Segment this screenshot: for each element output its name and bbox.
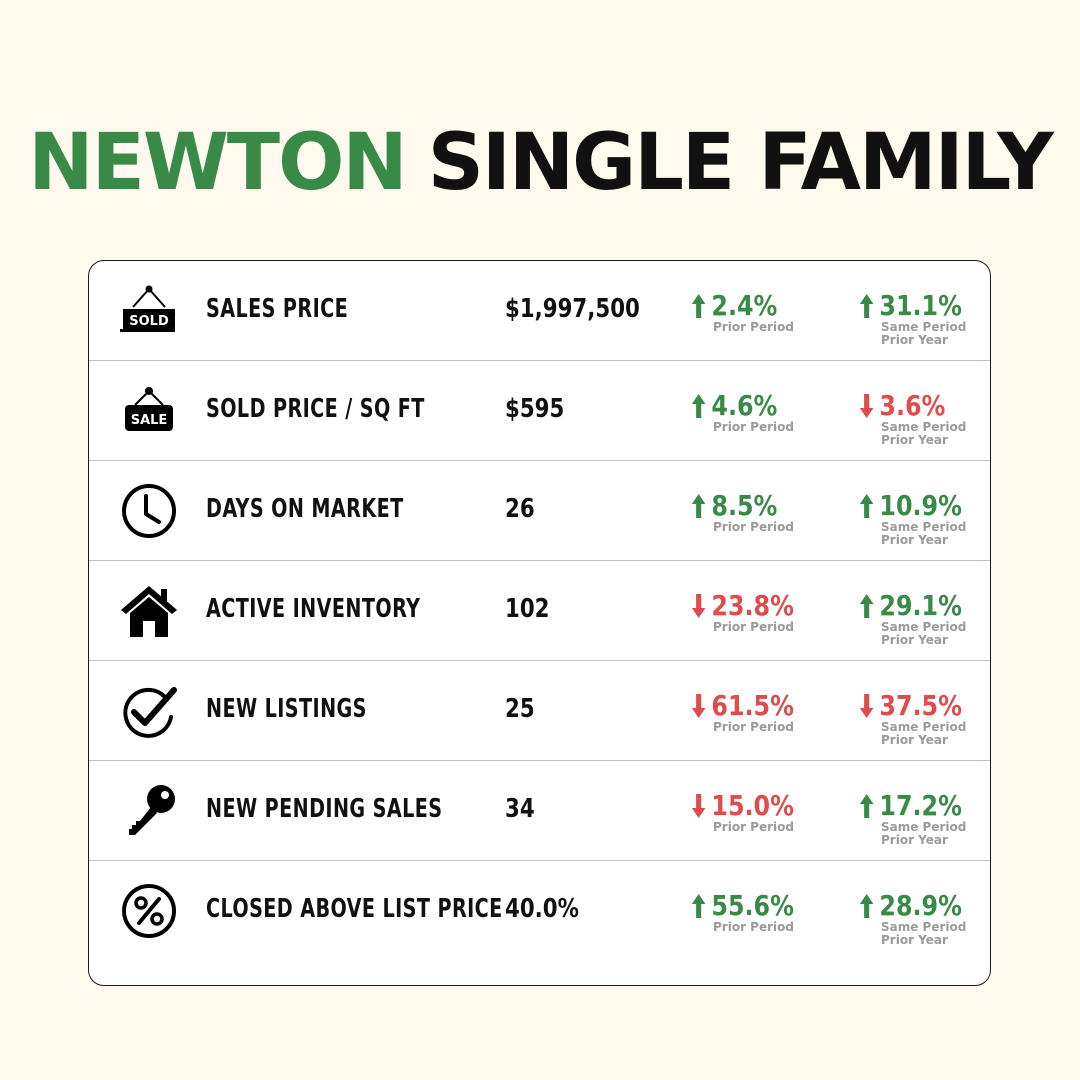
compare-label: Prior Period	[713, 320, 794, 334]
compare-label-line2: Prior Year	[881, 533, 948, 547]
arrow-down-icon	[691, 594, 706, 618]
compare-label: Prior Period	[713, 520, 794, 534]
key-icon	[119, 783, 179, 839]
change-prior-period: 23.8% Prior Period	[691, 591, 812, 634]
change-value: 15.0%	[711, 789, 794, 822]
change-prior-period: 2.4% Prior Period	[691, 291, 794, 334]
change-value: 2.4%	[711, 289, 778, 322]
metric-row-new-listings: NEW LISTINGS 25 61.5% Prior Period 37.5%…	[89, 661, 990, 761]
compare-label-line1: Same Period	[881, 920, 967, 934]
change-value: 23.8%	[711, 589, 794, 622]
arrow-up-icon	[691, 894, 706, 918]
metric-label: NEW LISTINGS	[206, 694, 367, 724]
change-prior-year: 31.1% Same Period Prior Year	[859, 291, 980, 347]
change-prior-year: 37.5% Same Period Prior Year	[859, 691, 980, 747]
arrow-up-icon	[691, 494, 706, 518]
compare-label-line2: Prior Year	[881, 333, 948, 347]
metric-label: SALES PRICE	[206, 294, 349, 324]
property-type: SINGLE FAMILY	[427, 118, 1054, 208]
arrow-down-icon	[859, 694, 874, 718]
compare-label: Prior Period	[713, 820, 794, 834]
clock-icon	[119, 483, 179, 539]
metrics-table: SOLD SALES PRICE $1,997,500 2.4% Prior P…	[88, 260, 991, 986]
arrow-up-icon	[691, 394, 706, 418]
city-name: NEWTON	[28, 118, 407, 208]
change-prior-period: 8.5% Prior Period	[691, 491, 794, 534]
svg-text:SALE: SALE	[131, 413, 168, 428]
change-value: 10.9%	[879, 489, 962, 522]
arrow-up-icon	[859, 894, 874, 918]
metric-value: 26	[505, 494, 535, 524]
compare-label: Prior Period	[713, 620, 794, 634]
metric-label: ACTIVE INVENTORY	[206, 594, 421, 624]
change-value: 28.9%	[879, 889, 962, 922]
compare-label-line2: Prior Year	[881, 933, 948, 947]
compare-label-line1: Same Period	[881, 520, 967, 534]
metric-value: 34	[505, 794, 535, 824]
arrow-down-icon	[691, 794, 706, 818]
arrow-up-icon	[859, 794, 874, 818]
metric-value: 102	[505, 594, 550, 624]
percent-circle-icon	[119, 883, 179, 939]
arrow-down-icon	[691, 694, 706, 718]
compare-label: Prior Period	[713, 720, 794, 734]
metric-label: SOLD PRICE / SQ FT	[206, 394, 425, 424]
checkmark-circle-icon	[119, 683, 179, 739]
change-prior-year: 3.6% Same Period Prior Year	[859, 391, 966, 447]
metric-value: $595	[505, 394, 565, 424]
change-value: 37.5%	[879, 689, 962, 722]
compare-label: Prior Period	[713, 920, 794, 934]
sold-sign-icon: SOLD	[119, 283, 179, 339]
metric-value: 25	[505, 694, 535, 724]
change-prior-period: 61.5% Prior Period	[691, 691, 812, 734]
change-prior-year: 10.9% Same Period Prior Year	[859, 491, 980, 547]
change-prior-year: 28.9% Same Period Prior Year	[859, 891, 980, 947]
change-value: 8.5%	[711, 489, 778, 522]
compare-label-line1: Same Period	[881, 420, 967, 434]
change-value: 29.1%	[879, 589, 962, 622]
change-prior-year: 17.2% Same Period Prior Year	[859, 791, 980, 847]
compare-label-line1: Same Period	[881, 720, 967, 734]
change-value: 3.6%	[879, 389, 946, 422]
arrow-down-icon	[859, 394, 874, 418]
svg-text:SOLD: SOLD	[129, 314, 169, 329]
arrow-up-icon	[859, 594, 874, 618]
metric-row-sold-price-sqft: SALE SOLD PRICE / SQ FT $595 4.6% Prior …	[89, 361, 990, 461]
metric-row-closed-above-list: CLOSED ABOVE LIST PRICE 40.0% 55.6% Prio…	[89, 861, 990, 961]
metric-row-active-inventory: ACTIVE INVENTORY 102 23.8% Prior Period …	[89, 561, 990, 661]
metric-label: CLOSED ABOVE LIST PRICE	[206, 894, 503, 924]
metric-label: NEW PENDING SALES	[206, 794, 443, 824]
compare-label-line1: Same Period	[881, 620, 967, 634]
metric-value: 40.0%	[505, 894, 579, 924]
compare-label-line1: Same Period	[881, 820, 967, 834]
change-value: 55.6%	[711, 889, 794, 922]
change-value: 4.6%	[711, 389, 778, 422]
change-value: 17.2%	[879, 789, 962, 822]
sale-sign-icon: SALE	[119, 383, 179, 439]
compare-label-line2: Prior Year	[881, 733, 948, 747]
change-value: 61.5%	[711, 689, 794, 722]
compare-label: Prior Period	[713, 420, 794, 434]
compare-label-line2: Prior Year	[881, 833, 948, 847]
change-prior-year: 29.1% Same Period Prior Year	[859, 591, 980, 647]
arrow-up-icon	[859, 294, 874, 318]
house-icon	[119, 583, 179, 639]
page-title: NEWTON SINGLE FAMILY	[0, 118, 1080, 208]
metric-label: DAYS ON MARKET	[206, 494, 404, 524]
change-prior-period: 4.6% Prior Period	[691, 391, 794, 434]
compare-label-line2: Prior Year	[881, 633, 948, 647]
metric-row-days-on-market: DAYS ON MARKET 26 8.5% Prior Period 10.9…	[89, 461, 990, 561]
compare-label-line2: Prior Year	[881, 433, 948, 447]
change-value: 31.1%	[879, 289, 962, 322]
change-prior-period: 55.6% Prior Period	[691, 891, 812, 934]
metric-row-sales-price: SOLD SALES PRICE $1,997,500 2.4% Prior P…	[89, 261, 990, 361]
compare-label-line1: Same Period	[881, 320, 967, 334]
change-prior-period: 15.0% Prior Period	[691, 791, 812, 834]
metric-value: $1,997,500	[505, 294, 640, 324]
arrow-up-icon	[859, 494, 874, 518]
metric-row-new-pending-sales: NEW PENDING SALES 34 15.0% Prior Period …	[89, 761, 990, 861]
arrow-up-icon	[691, 294, 706, 318]
